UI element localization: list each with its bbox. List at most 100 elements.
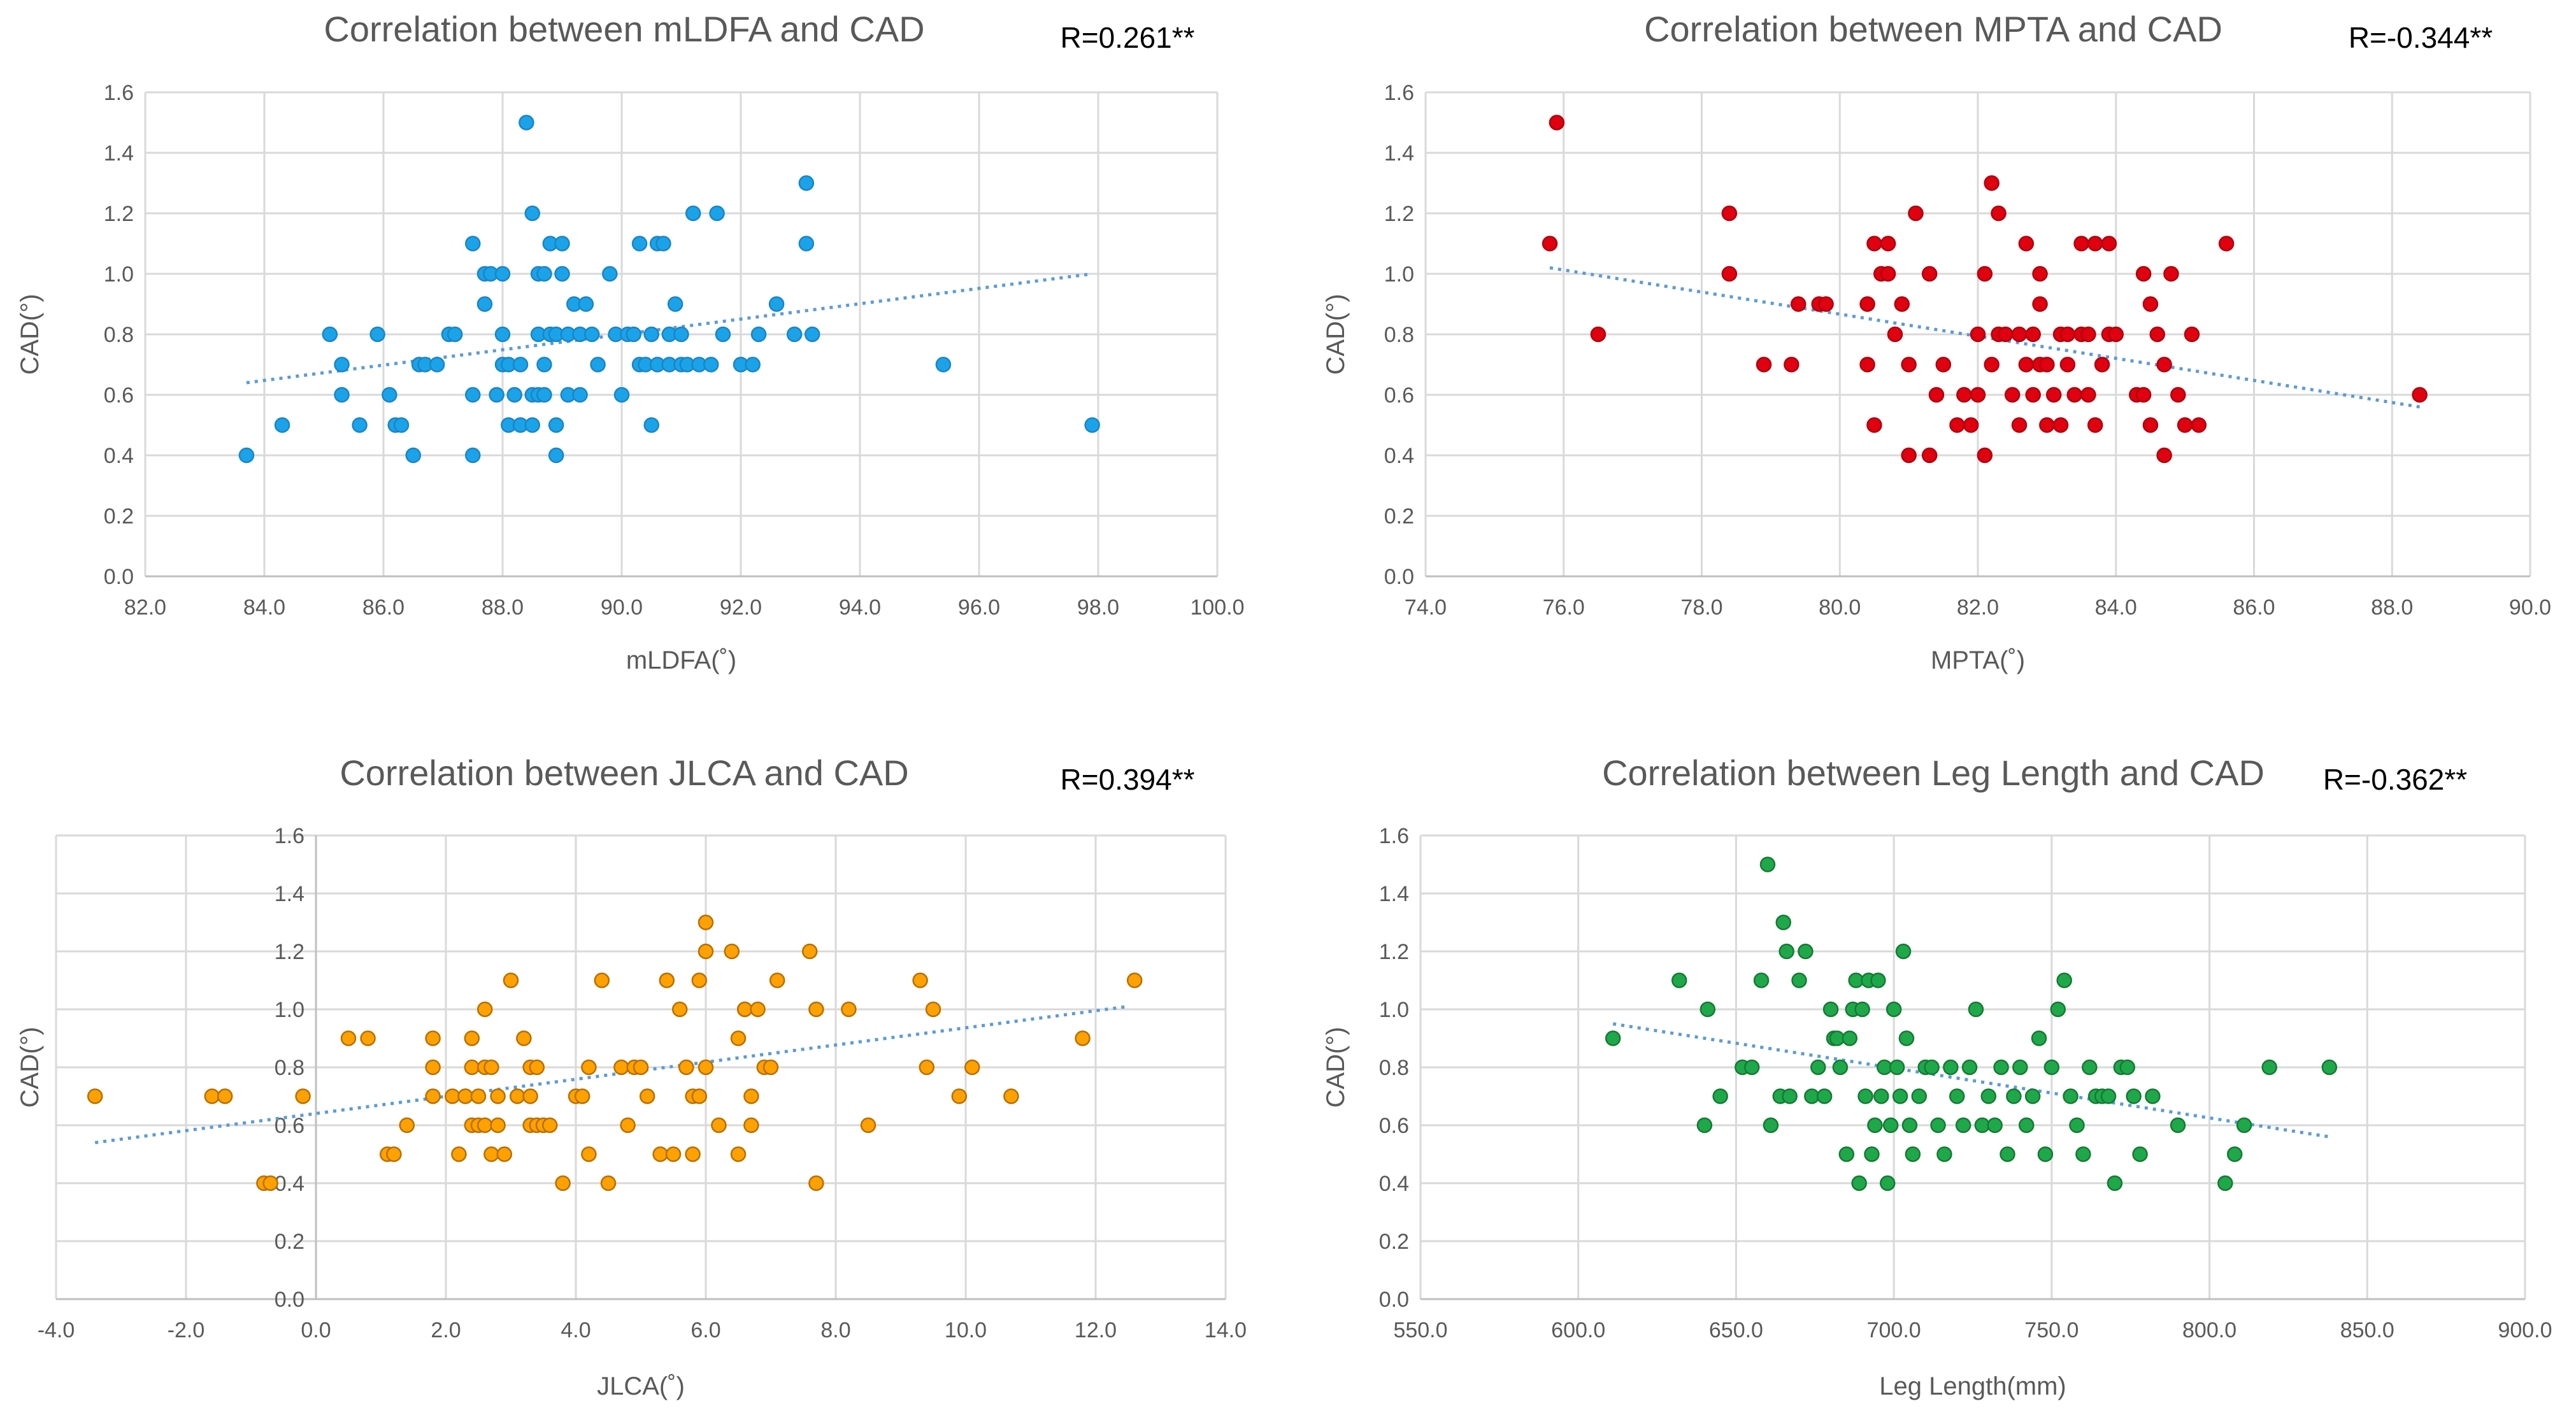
data-point	[1778, 943, 1794, 960]
data-point	[1905, 1146, 1921, 1162]
data-point	[483, 1059, 499, 1076]
data-point	[808, 1001, 824, 1018]
y-tick-label: 1.2	[1384, 202, 1414, 226]
data-point	[594, 972, 610, 988]
x-tick-label: 850.0	[2340, 1318, 2394, 1342]
data-point	[489, 387, 504, 403]
data-point	[1866, 236, 1882, 252]
data-point	[1908, 205, 1924, 222]
data-point	[451, 1146, 467, 1162]
data-point	[750, 1001, 766, 1018]
data-point	[490, 1117, 506, 1134]
data-point	[1970, 387, 1986, 403]
data-point	[425, 1088, 441, 1104]
y-tick-label: 0.4	[275, 1172, 304, 1196]
x-tick-label: -4.0	[38, 1318, 75, 1342]
data-point	[808, 1175, 824, 1191]
data-point	[1818, 296, 1834, 312]
data-point	[476, 296, 493, 312]
data-point	[2031, 1030, 2047, 1046]
data-point	[386, 1146, 402, 1162]
data-point	[626, 326, 641, 343]
data-point	[2145, 1088, 2161, 1104]
data-point	[465, 387, 481, 403]
data-point	[1671, 972, 1687, 988]
x-tick-label: 0.0	[301, 1318, 331, 1342]
y-axis-label: CAD(°)	[16, 1027, 44, 1107]
data-point	[730, 1146, 747, 1162]
data-point	[1870, 972, 1886, 988]
data-point	[1949, 1088, 1965, 1104]
data-point	[581, 1059, 597, 1076]
data-point	[691, 1088, 708, 1104]
y-tick-label: 1.4	[104, 141, 134, 166]
data-point	[581, 1146, 597, 1162]
data-point	[655, 236, 671, 252]
data-point	[476, 1117, 493, 1134]
y-tick-label: 0.8	[1379, 1056, 1409, 1080]
data-point	[87, 1088, 103, 1104]
data-point	[1867, 1117, 1883, 1134]
chart-title: Correlation between mLDFA and CAD	[324, 9, 924, 49]
data-point	[2000, 1146, 2015, 1162]
x-tick-label: 650.0	[1709, 1318, 1763, 1342]
data-point	[2108, 326, 2124, 343]
data-point	[2135, 387, 2152, 403]
x-axis-label: mLDFA(˚)	[626, 646, 736, 674]
data-point	[2018, 236, 2035, 252]
data-point	[1963, 417, 1979, 433]
x-tick-label: 76.0	[1543, 595, 1585, 620]
y-tick-label: 1.6	[1384, 81, 1414, 105]
x-tick-label: 550.0	[1393, 1318, 1447, 1342]
data-point	[2135, 266, 2152, 282]
data-point	[399, 1117, 415, 1134]
data-point	[2063, 1088, 2079, 1104]
data-point	[464, 1059, 480, 1076]
y-tick-label: 1.4	[1384, 141, 1414, 166]
data-point	[1921, 266, 1938, 282]
data-point	[1721, 266, 1738, 282]
y-tick-label: 0.8	[1384, 323, 1414, 347]
data-point	[382, 387, 397, 403]
x-tick-label: 6.0	[691, 1318, 720, 1342]
data-point	[483, 1146, 499, 1162]
data-point	[295, 1088, 311, 1104]
data-point	[548, 447, 564, 464]
y-tick-label: 0.0	[275, 1288, 304, 1312]
data-point	[2080, 387, 2096, 403]
data-point	[1924, 1059, 1940, 1076]
trendline	[1612, 1022, 2330, 1139]
x-tick-label: 92.0	[720, 595, 762, 620]
data-point	[2412, 387, 2428, 403]
data-point	[524, 417, 540, 433]
data-point	[2142, 296, 2159, 312]
data-point	[1880, 266, 1896, 282]
data-point	[2101, 236, 2117, 252]
data-point	[506, 387, 522, 403]
data-point	[698, 914, 714, 930]
data-point	[1542, 236, 1558, 252]
y-tick-label: 0.0	[1379, 1288, 1409, 1312]
data-point	[340, 1030, 357, 1046]
data-point	[2126, 1088, 2142, 1104]
data-point	[1895, 943, 1912, 960]
data-point	[1987, 1117, 2003, 1134]
x-tick-label: 100.0	[1190, 595, 1244, 620]
data-point	[2069, 1117, 2085, 1134]
data-point	[652, 1146, 668, 1162]
data-point	[925, 1001, 941, 1018]
correlation-annotation: R=-0.344**	[2349, 21, 2493, 54]
data-point	[2080, 326, 2096, 343]
data-point	[1889, 1059, 1905, 1076]
data-point	[1743, 1059, 1760, 1076]
data-point	[2050, 1001, 2066, 1018]
data-point	[238, 447, 255, 464]
data-point	[2018, 1117, 2035, 1134]
x-tick-label: 98.0	[1077, 595, 1119, 620]
x-tick-label: 94.0	[839, 595, 881, 620]
data-point	[685, 205, 701, 222]
chart-panel-4: 550.0 600.0 650.0 700.0 750.0 800.0 850.0 900.0…	[1322, 753, 2552, 1400]
data-point	[1866, 417, 1882, 433]
y-tick-label: 0.0	[1384, 565, 1414, 589]
data-point	[1759, 857, 1776, 872]
